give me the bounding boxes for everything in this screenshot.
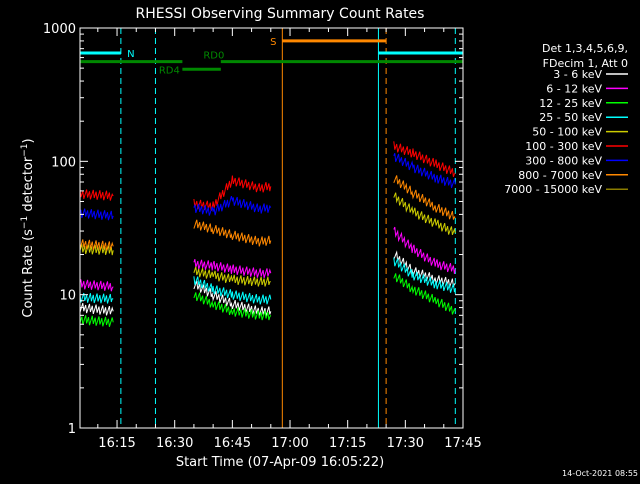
y-axis-label: Count Rate (s−1 detector−1) [20,138,36,317]
legend-label-3: 25 - 50 keV [539,111,602,124]
timestamp: 14-Oct-2021 08:55 [562,469,638,478]
series-6-segment-1 [193,195,272,216]
chart-title: RHESSI Observing Summary Count Rates [136,6,425,22]
series-3-segment-0 [79,292,114,304]
legend-header-0: Det 1,3,4,5,6,9, [542,42,628,55]
series-3-segment-1 [193,276,272,305]
series-7-segment-0 [79,239,114,251]
y-tick-label-3: 1000 [43,22,76,37]
y-tick-label-2: 100 [51,155,76,170]
x-tick-label-1: 16:30 [156,436,193,451]
y-tick-label-0: 1 [68,422,76,437]
y-tick-label-1: 10 [59,289,76,304]
series-1-segment-2 [393,226,456,274]
series-2-segment-1 [193,292,272,321]
x-tick-label-2: 16:45 [214,436,251,451]
legend: Det 1,3,4,5,6,9, FDecim 1, Att 03 - 6 keV… [504,42,628,196]
flag-label-rd4: RD4 [159,65,180,76]
legend-label-5: 100 - 300 keV [525,140,602,153]
series-0-segment-0 [79,302,114,316]
flag-label-n: N [127,49,134,60]
flag-label-rd0: RD0 [203,51,224,62]
legend-label-1: 6 - 12 keV [546,82,602,95]
series-1-segment-0 [79,279,114,292]
series-1-segment-1 [193,259,272,279]
legend-label-0: 3 - 6 keV [553,68,602,81]
series-7-segment-2 [393,175,456,220]
x-tick-label-3: 17:00 [271,436,308,451]
x-tick-label-6: 17:45 [444,436,481,451]
series-2-segment-0 [79,315,114,327]
x-tick-label-4: 17:15 [329,436,366,451]
series-4-segment-2 [393,192,456,235]
x-tick-label-0: 16:15 [98,436,135,451]
legend-header-1: FDecim 1, Att 0 [543,57,628,70]
series-2-segment-2 [393,273,456,315]
series-5-segment-1 [193,175,272,212]
legend-label-6: 300 - 800 keV [525,154,602,167]
legend-label-4: 50 - 100 keV [532,126,602,139]
plot-frame [79,27,464,429]
series-7-segment-1 [193,219,272,247]
legend-label-7: 800 - 7000 keV [518,169,602,182]
series-5-segment-2 [393,141,456,177]
x-axis-label: Start Time (07-Apr-09 16:05:22) [176,455,384,470]
flag-label-s: S [270,37,276,48]
series-4-segment-1 [193,266,271,287]
legend-label-2: 12 - 25 keV [539,97,602,110]
series-0-segment-1 [193,280,272,317]
legend-label-8: 7000 - 15000 keV [504,183,602,196]
series-6-segment-2 [393,153,456,189]
series-6-segment-0 [79,208,114,221]
x-tick-label-5: 17:30 [387,436,424,451]
series-3-segment-2 [393,257,456,293]
series-5-segment-0 [79,189,114,201]
